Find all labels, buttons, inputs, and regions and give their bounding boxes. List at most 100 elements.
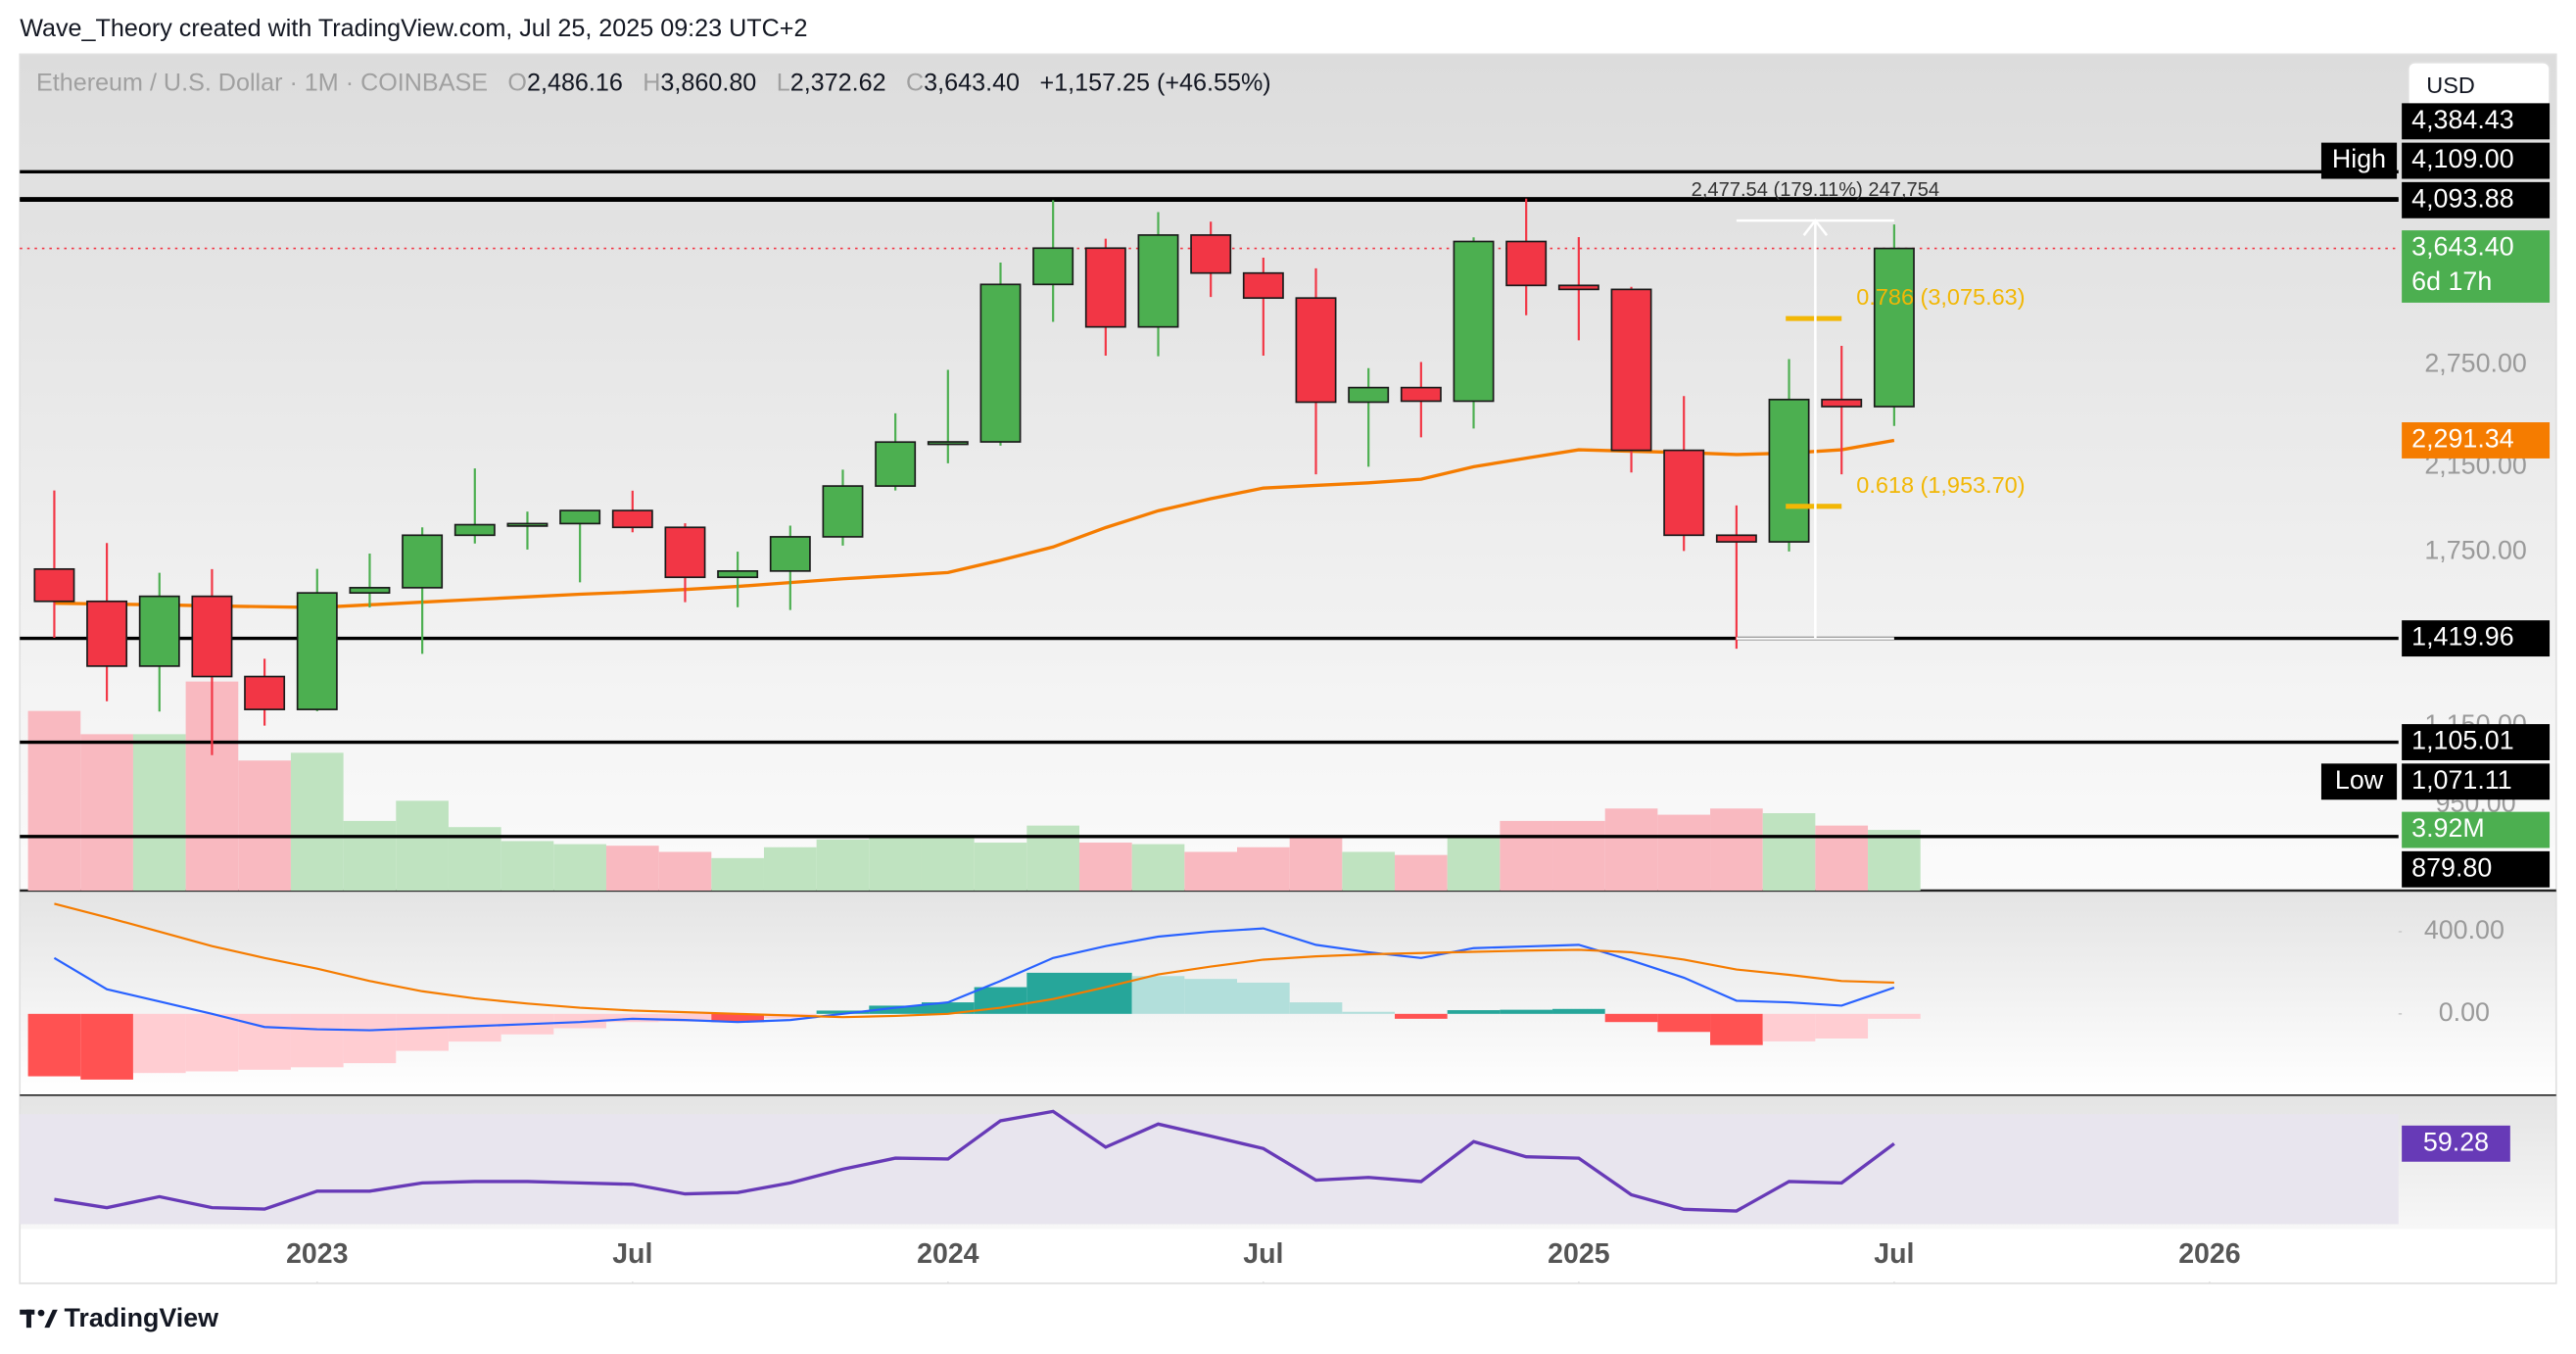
price-label-box [2402,763,2551,800]
legend-key: O [507,69,527,96]
histogram-bar [658,1013,712,1022]
histogram-bar [1184,979,1238,1014]
histogram-bar [1604,1013,1658,1023]
currency[interactable]: USD [2426,73,2475,98]
histogram-bar [1552,1008,1605,1014]
countdown: 6d 17h [2411,266,2492,296]
candle-body [769,536,811,572]
candle-body [875,441,917,487]
volume-label: 3.92M [2411,813,2485,843]
volume-bar [238,760,291,892]
candle-body [296,592,338,710]
volume-bar [974,843,1027,892]
histogram-bar [396,1013,449,1051]
candle-body [1610,288,1652,452]
histogram-bar [816,1010,870,1014]
candle-body [191,595,233,678]
candle-body [1821,398,1863,408]
candle-body [138,595,180,667]
volume-bar [1447,838,1501,892]
candle-body [664,526,706,579]
legend-key: H [643,69,660,96]
price-label-box [2402,620,2551,657]
histogram-bar [1342,1011,1396,1014]
legend-value: 3,860.80 [660,69,756,96]
candle-body [1768,398,1810,543]
histogram-bar [1078,972,1132,1014]
candle-body [1242,271,1284,300]
measure-arrowhead [1802,218,1829,236]
legend: Ethereum / U.S. Dollar · 1M · COINBASE O… [36,69,1271,96]
histogram-bar [711,1013,764,1023]
moving-average [54,438,1895,609]
y-tick-label: 1,750.00 [2424,535,2526,564]
price-label: 1,071.11 [2411,765,2511,795]
price-label-box [2402,230,2551,303]
price-tag-box [2320,142,2398,179]
histogram-bar [869,1005,922,1014]
candle-body [1295,297,1337,404]
volume-bar [1289,838,1343,892]
x-tick-label: Jul [1243,1238,1283,1270]
candle-body [1400,386,1442,403]
histogram-bar [132,1013,186,1074]
histogram-bar [1026,972,1079,1014]
price-label-box [2402,142,2551,179]
price-tag-box [2320,763,2398,800]
volume-bar [290,752,344,892]
candle-body [1453,240,1495,403]
histogram-bar [1500,1009,1553,1014]
histogram-bar [1447,1010,1501,1014]
histogram-bar [1289,1002,1343,1014]
volume-bar [763,846,817,892]
legend-key: L [777,69,790,96]
candle-body [86,600,128,667]
volume-bar [1552,820,1605,892]
fib-label: 0.786 (3,075.63) [1856,284,2025,310]
price-label: 4,384.43 [2411,105,2513,134]
candle-body [1873,247,1915,408]
volume-bar [921,835,975,892]
volume-bar [132,734,186,892]
volume-bar [1868,830,1921,892]
price-label: 2,291.34 [2411,424,2514,454]
volume-bar [1237,846,1290,892]
volume-bar [711,857,764,892]
volume-bar [1500,820,1553,892]
macd-line [53,927,1895,1032]
price-label-box [2402,181,2551,218]
histogram-bar [1395,1013,1448,1019]
x-tick-label: Jul [612,1238,652,1270]
volume-bar [1131,844,1185,892]
candle-body [1348,386,1390,404]
candle-body [1084,247,1126,328]
volume-bar [605,846,659,892]
candle-body [1190,234,1232,274]
candle-body [33,567,75,603]
legend-value: 2,372.62 [790,69,886,96]
x-tick-label: 2025 [1548,1238,1610,1270]
candle-body [244,675,286,710]
price-label: 1,105.01 [2411,726,2513,755]
candle-body [402,534,444,589]
rsi-label: 59.28 [2423,1127,2489,1156]
volume-label-box [2402,811,2551,848]
candle-body [1032,247,1074,286]
histogram-bar [921,1002,975,1014]
price-label: 4,109.00 [2411,144,2513,173]
rsi-label-box [2402,1125,2510,1162]
price-label: 1,419.96 [2411,622,2513,652]
x-tick-label: 2023 [286,1238,348,1270]
price-pane [20,54,2556,892]
byline: Wave_Theory created with TradingView.com… [20,15,807,42]
volume-bar [1604,808,1658,892]
price-label-box [2402,103,2551,140]
histogram-bar [1868,1013,1921,1019]
volume-bar [816,839,870,892]
x-tick-label: 2024 [917,1238,979,1270]
price-label: 879.80 [2411,852,2492,882]
volume-bar [1184,851,1238,892]
volume-bar [501,841,554,892]
histogram-bar [1710,1013,1763,1045]
